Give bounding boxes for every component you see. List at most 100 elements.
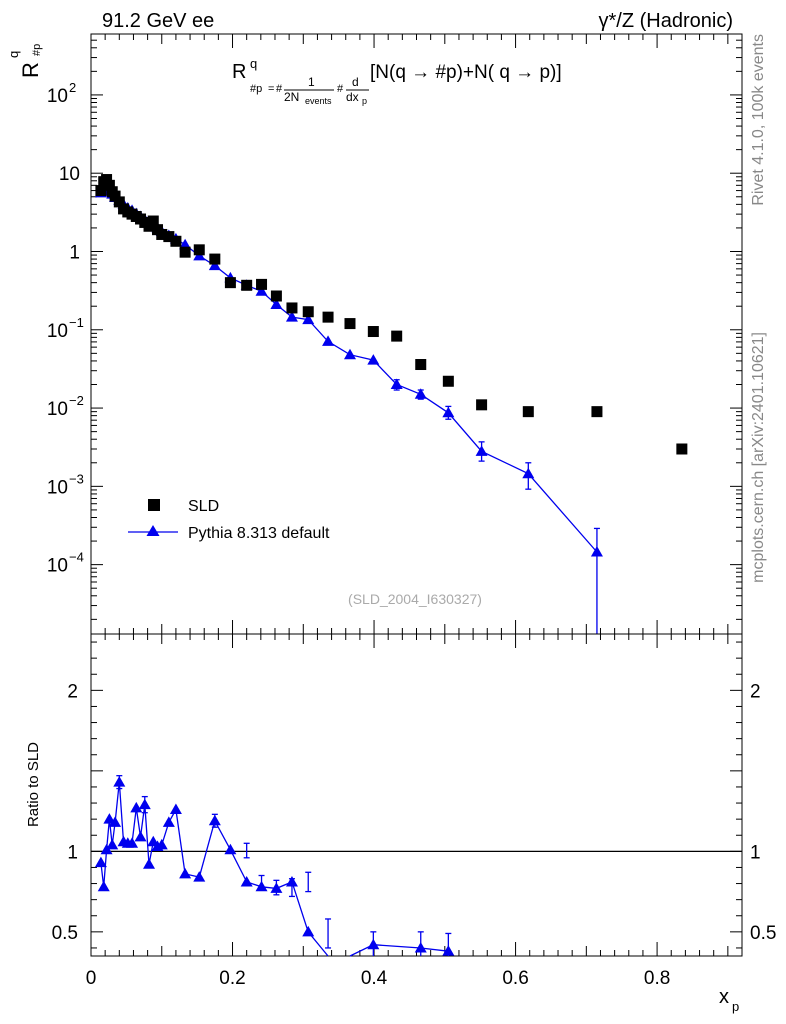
main-marks <box>94 174 688 634</box>
legend-mc-marker <box>146 525 160 536</box>
ratio-y-tick-label-left: 0.5 <box>52 923 78 944</box>
ratio-line-tail <box>349 944 449 957</box>
sld-point <box>209 253 221 265</box>
y-tick-mantissa: 10 <box>47 399 68 420</box>
title-bracket: [N(q → #p)+N( q → p)] <box>370 62 562 83</box>
y-tick-mantissa: 10 <box>47 556 68 577</box>
watermark: (SLD_2004_I630327) <box>348 591 482 607</box>
title-frac1-den-sub: events <box>305 96 332 106</box>
legend-data-marker <box>148 499 160 511</box>
sld-point <box>95 185 107 197</box>
ratio-point <box>126 837 139 848</box>
y-tick-label: 10 −2 <box>47 393 84 420</box>
title-eq: = <box>268 83 274 95</box>
sld-point <box>163 231 175 243</box>
ratio-point <box>414 941 427 953</box>
ratio-point <box>442 945 455 956</box>
y-tick-mantissa: 10 <box>59 164 80 185</box>
main-frame <box>90 33 743 635</box>
sld-point <box>101 174 113 186</box>
ratio-point <box>134 830 147 842</box>
ratio-point <box>367 938 380 950</box>
y-tick-exponent: 2 <box>69 80 76 95</box>
sld-point <box>286 302 298 314</box>
sld-point <box>156 228 168 240</box>
sld-point <box>109 190 121 202</box>
title-R: R <box>232 61 246 83</box>
mcplots-label: mcplots.cern.ch [arXiv:2401.10621] <box>750 332 767 583</box>
y-tick-label: 10 −3 <box>47 471 84 498</box>
mc-point <box>255 285 268 296</box>
ratio-point <box>162 816 175 827</box>
y-tick-exponent: −4 <box>69 550 84 565</box>
sld-point <box>302 306 314 318</box>
ratio-point <box>208 814 221 826</box>
mc-point <box>390 378 403 389</box>
ratio-y-tick-label-left: 1 <box>67 842 78 863</box>
ylabel-R: R <box>18 62 43 78</box>
process-label: γ*/Z (Hadronic) <box>599 10 733 32</box>
ratio-point <box>240 875 253 887</box>
y-tick-exponent: −1 <box>69 315 84 330</box>
ratio-point <box>130 801 143 813</box>
ratio-point <box>179 867 192 879</box>
sld-point <box>367 326 379 338</box>
mc-point <box>414 388 427 399</box>
y-tick-exponent: −2 <box>69 393 84 408</box>
sld-point <box>270 290 282 302</box>
mc-point <box>285 311 298 322</box>
ratio-point <box>193 871 206 882</box>
ratio-point <box>113 776 126 787</box>
sld-point <box>113 196 125 208</box>
ratio-point <box>103 813 116 824</box>
title-frac1-den: 2N <box>284 90 299 104</box>
sld-point <box>322 311 334 323</box>
y-tick-mantissa: 10 <box>47 321 68 342</box>
ratio-x-ticks: 0 0.2 0.4 0.6 0.8 <box>86 634 743 989</box>
energy-label: 91.2 GeV ee <box>102 10 214 32</box>
title-hash2: # <box>337 83 344 95</box>
mc-point <box>302 313 315 325</box>
mc-point <box>522 467 535 479</box>
ylabel-sub: #p <box>31 44 43 56</box>
x-tick-label: 0.8 <box>644 968 670 989</box>
x-axis-label: x p <box>719 986 739 1014</box>
sld-point <box>256 278 268 290</box>
mc-point <box>322 335 335 346</box>
ratio-point <box>285 875 298 887</box>
ratio-marks <box>91 775 742 957</box>
ratio-point <box>169 803 182 814</box>
title-frac2-den-sub: p <box>362 96 367 106</box>
chart-title: R q #p = # 1 2N events # d dx p [N(q → #… <box>232 56 562 106</box>
mc-point <box>367 354 380 365</box>
main-x-ticks <box>90 34 743 634</box>
sld-point <box>241 279 253 291</box>
sld-point <box>170 235 182 247</box>
ratio-point <box>109 816 122 827</box>
y-tick-mantissa: 1 <box>69 242 80 263</box>
ylabel-sup: q <box>6 51 21 58</box>
mc-point <box>179 238 192 250</box>
ratio-point <box>138 798 151 810</box>
legend-data-label: SLD <box>188 498 219 515</box>
title-sub: #p <box>250 83 262 95</box>
rivet-label: Rivet 4.1.0, 100k events <box>750 34 767 206</box>
y-tick-mantissa: 10 <box>47 477 68 498</box>
ratio-point <box>106 838 119 850</box>
x-tick-label: 0.6 <box>502 968 528 989</box>
y-tick-exponent: −3 <box>69 471 84 486</box>
sld-point <box>103 179 115 191</box>
y-tick-label: 1 <box>69 242 80 263</box>
title-frac1-num: 1 <box>308 75 315 89</box>
mc-point <box>475 445 488 456</box>
title-frac2-den: dx <box>346 90 359 104</box>
ratio-y-tick-label-right: 2 <box>750 681 761 702</box>
ratio-frame <box>90 633 743 957</box>
sld-point <box>442 375 454 387</box>
ratio-y-tick-label-right: 1 <box>750 842 761 863</box>
title-sup: q <box>250 56 257 71</box>
ratio-point <box>143 858 156 869</box>
sld-point <box>179 246 191 258</box>
